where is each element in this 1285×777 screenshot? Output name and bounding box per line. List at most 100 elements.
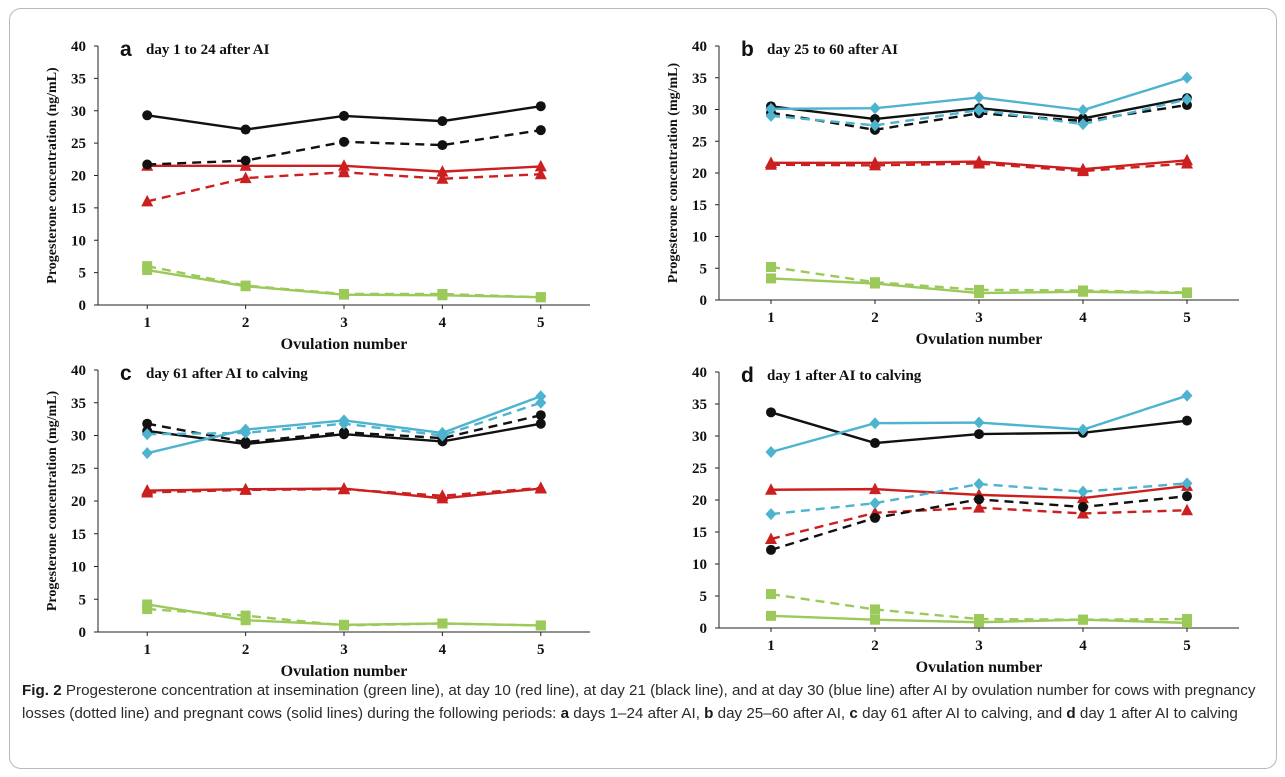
y-tick-label: 25	[692, 134, 707, 150]
data-point-green-dashed	[240, 610, 251, 621]
data-point-red-dashed	[765, 532, 777, 545]
panel-letter: d	[741, 364, 754, 387]
data-point-black-solid	[870, 438, 880, 449]
data-point-red-dashed	[338, 482, 350, 495]
data-point-blue-dashed	[436, 429, 448, 442]
data-point-black-dashed	[240, 155, 251, 166]
data-point-red-dashed	[869, 158, 881, 171]
panel-title: day 61 after AI to calving	[146, 366, 308, 382]
chart-b-svg: 0 5 10 15 20 25 30 35 40 1 2 3 4 5 Ovulation number Pro…	[666, 38, 1239, 348]
data-point-red-dashed	[141, 485, 154, 498]
data-point-red-dashed	[973, 156, 985, 169]
data-point-green-dashed	[339, 288, 349, 299]
x-tick-label: 3	[975, 638, 983, 654]
data-point-blue-dashed	[1181, 93, 1193, 106]
y-tick-label: 0	[700, 621, 708, 637]
data-point-green-dashed	[142, 261, 153, 272]
data-point-black-dashed	[535, 125, 546, 136]
data-point-blue-dashed	[973, 104, 985, 117]
data-point-blue-solid	[1077, 423, 1089, 436]
figure-frame	[9, 8, 1277, 769]
caption-text: day 25–60 after AI,	[713, 705, 850, 722]
data-point-green-dashed	[535, 620, 546, 631]
x-tick-label: 1	[143, 642, 151, 658]
x-tick-label: 5	[1183, 638, 1191, 654]
data-point-black-solid	[240, 124, 251, 135]
x-tick-label: 3	[340, 315, 348, 331]
data-point-blue-dashed	[338, 417, 350, 430]
series-green-dashed	[766, 589, 1192, 625]
y-tick-label: 35	[692, 397, 707, 413]
y-tick-label: 40	[692, 365, 707, 381]
series-blue-solid	[765, 71, 1193, 117]
y-tick-label: 30	[71, 104, 86, 120]
data-point-green-dashed	[142, 604, 153, 615]
data-point-red-dashed	[973, 501, 985, 513]
data-point-red-dashed	[239, 483, 252, 495]
series-black-dashed	[766, 491, 1192, 555]
y-tick-label: 15	[692, 525, 707, 541]
data-point-blue-dashed	[1077, 118, 1089, 131]
data-point-blue-solid	[1077, 104, 1089, 117]
data-point-green-dashed	[870, 604, 880, 615]
series-red-dashed	[141, 165, 547, 207]
data-point-blue-solid	[973, 416, 985, 429]
series-red-dashed	[765, 156, 1193, 177]
y-tick-label: 10	[692, 557, 707, 573]
data-point-black-dashed	[535, 410, 546, 421]
y-tick-label: 40	[71, 39, 86, 55]
y-tick-label: 5	[79, 266, 87, 282]
chart-panel-b: 0 5 10 15 20 25 30 35 40 1 2 3 4 5 Ovulation number Pro…	[655, 32, 1255, 358]
series-line-blue-dashed	[770, 98, 1188, 127]
y-tick-label: 30	[692, 103, 707, 119]
x-tick-label: 4	[439, 315, 447, 331]
x-axis-label: Ovulation number	[916, 659, 1043, 676]
chart-panel-d: 0 5 10 15 20 25 30 35 40 1 2 3 4 5 Ovulation number d da…	[655, 360, 1255, 678]
panel-title: day 1 to 24 after AI	[146, 42, 270, 58]
y-tick-label: 5	[79, 592, 87, 608]
data-point-green-dashed	[1078, 614, 1088, 625]
data-point-blue-solid	[1181, 389, 1193, 402]
y-tick-label: 0	[79, 625, 87, 641]
y-tick-label: 30	[71, 429, 86, 445]
x-tick-label: 5	[537, 315, 545, 331]
y-tick-label: 15	[71, 527, 86, 543]
data-point-black-solid	[142, 110, 153, 121]
data-point-blue-solid	[1181, 71, 1193, 84]
data-point-black-dashed	[766, 544, 776, 555]
y-tick-label: 40	[692, 39, 707, 55]
data-point-black-dashed	[870, 512, 880, 523]
series-green-dashed	[142, 261, 546, 303]
data-point-red-dashed	[1077, 164, 1089, 177]
x-tick-label: 3	[340, 642, 348, 658]
data-point-blue-dashed	[141, 428, 153, 441]
data-point-black-dashed	[1182, 491, 1192, 502]
panel-letter: b	[741, 38, 754, 61]
panel-letter: a	[120, 38, 132, 61]
data-point-blue-solid	[765, 102, 777, 115]
data-point-blue-dashed	[240, 426, 252, 439]
y-tick-label: 20	[71, 169, 86, 185]
data-point-green-dashed	[974, 614, 984, 625]
data-point-blue-dashed	[535, 396, 547, 409]
caption-text: day 61 after AI to calving, and	[857, 705, 1067, 722]
data-point-green-dashed	[1078, 285, 1088, 296]
chart-c-svg: 0 5 10 15 20 25 30 35 40 1 2 3 4 5 Ovulation number Pro…	[45, 362, 590, 680]
data-point-black-solid	[870, 114, 880, 125]
x-tick-label: 2	[871, 310, 879, 326]
y-tick-label: 5	[700, 589, 708, 605]
data-point-green-dashed	[240, 280, 251, 291]
data-point-black-dashed	[974, 494, 984, 505]
y-tick-label: 25	[71, 461, 86, 477]
y-tick-label: 30	[692, 429, 707, 445]
data-point-green-solid	[870, 614, 880, 625]
data-point-blue-dashed	[765, 508, 777, 521]
data-point-black-dashed	[437, 140, 448, 151]
x-tick-label: 5	[537, 642, 545, 658]
x-tick-label: 1	[143, 315, 151, 331]
y-tick-label: 15	[692, 198, 707, 214]
data-point-blue-solid	[869, 102, 881, 115]
series-black-solid	[142, 101, 546, 135]
data-point-blue-solid	[765, 446, 777, 458]
data-point-red-dashed	[1181, 503, 1193, 516]
